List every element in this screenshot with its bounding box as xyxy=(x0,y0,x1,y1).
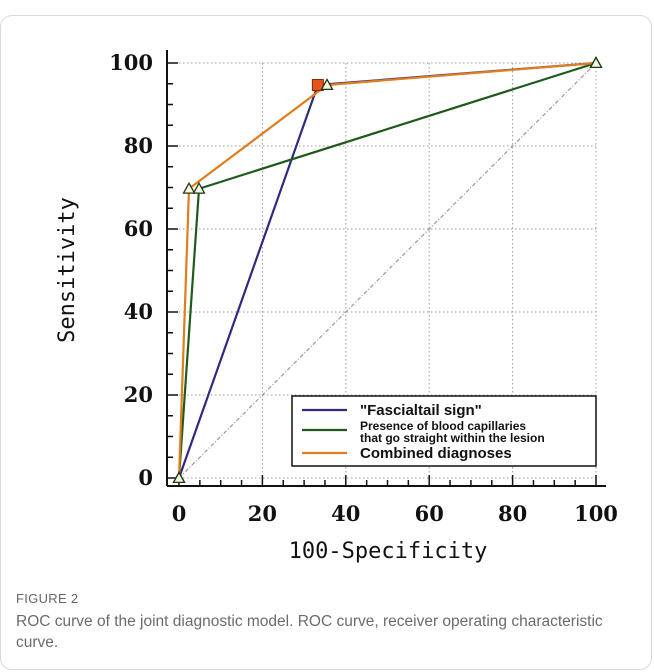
roc-chart: 0 20 40 60 80 100 0 20 40 60 80 100 100-Specificity… xyxy=(55,50,618,564)
y-tick-label: 40 xyxy=(124,299,153,324)
legend-label: Combined diagnoses xyxy=(360,445,512,462)
x-tick-label: 20 xyxy=(248,501,277,526)
data-point-triangle xyxy=(172,471,186,484)
y-tick-label: 80 xyxy=(124,133,153,158)
x-tick-label: 80 xyxy=(498,501,527,526)
x-tick-label: 100 xyxy=(574,501,618,526)
data-point-triangle xyxy=(320,78,334,91)
diagonal-line xyxy=(178,62,597,479)
figure-caption: ROC curve of the joint diagnostic model.… xyxy=(16,613,603,651)
legend-label: Presence of blood capillaries xyxy=(360,419,526,433)
figure-frame xyxy=(0,15,652,670)
legend-label: "Fascialtail sign" xyxy=(360,402,482,419)
legend: "Fascialtail sign"Presence of blood capi… xyxy=(291,395,597,467)
x-tick-label: 40 xyxy=(331,501,360,526)
y-tick-label: 100 xyxy=(109,50,153,75)
x-tick-label: 60 xyxy=(415,501,444,526)
legend-label: that go straight within the lesion xyxy=(360,431,545,445)
tick-labels: 0 20 40 60 80 100 0 20 40 60 80 100 xyxy=(109,50,618,526)
axes xyxy=(166,50,606,487)
y-axis-title: Sensitivity xyxy=(55,197,80,343)
reference-diagonal xyxy=(178,62,597,479)
grid xyxy=(179,62,597,479)
y-tick-label: 20 xyxy=(124,382,153,407)
x-tick-label: 0 xyxy=(172,501,187,526)
y-tick-label: 60 xyxy=(124,216,153,241)
y-tick-label: 0 xyxy=(138,465,153,490)
data-point-triangle xyxy=(192,181,206,194)
x-axis-title: 100-Specificity xyxy=(289,539,488,564)
data-point-triangle xyxy=(589,56,603,69)
figure-label: FIGURE 2 xyxy=(16,591,79,606)
series-line xyxy=(177,61,597,479)
series-markers xyxy=(172,56,603,484)
data-point-triangle xyxy=(182,181,196,194)
